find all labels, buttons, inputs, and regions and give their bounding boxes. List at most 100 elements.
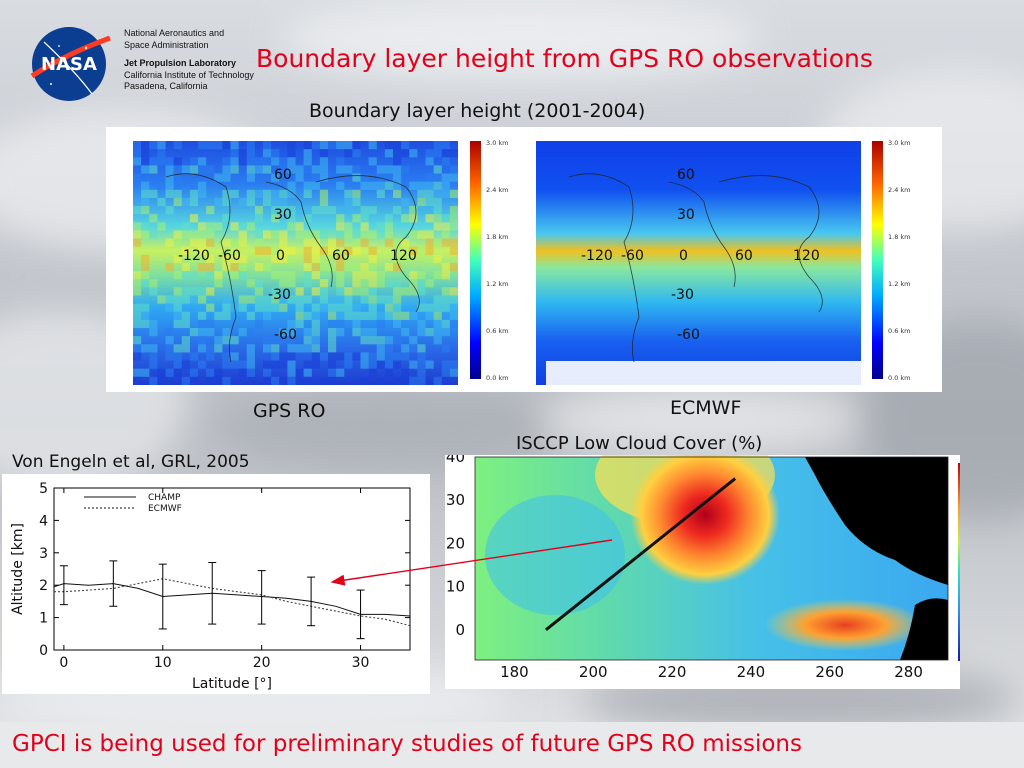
map-pixel [425,303,434,312]
map-pixel [149,287,158,296]
map-pixel [352,173,361,182]
legend-label: CHAMP [148,493,181,503]
map-pixel [360,336,369,345]
map-pixel [189,271,199,280]
map-pixel [311,206,320,215]
map-pixel [360,238,369,247]
map-pixel [149,214,158,223]
map-pixel [319,165,329,174]
map-pixel [401,165,410,174]
map-lat-label: 60 [677,167,695,183]
map-pixel [149,360,158,369]
map-pixel [141,197,150,207]
map-pixel [311,327,320,337]
footer-text: GPCI is being used for preliminary studi… [12,731,802,757]
map-pixel [376,311,385,320]
map-pixel [441,238,450,247]
map-pixel [287,327,296,337]
map-pixel [449,368,459,377]
map-pixel [401,327,410,337]
map-pixel [360,222,369,231]
map-pixel [368,336,377,345]
coastlines [165,173,823,363]
map-pixel [133,311,142,320]
map-pixel [279,360,288,369]
map-pixel [206,368,215,377]
map-pixel [328,295,337,304]
map-pixel [238,360,247,369]
map-pixel [133,206,142,215]
map-pixel [328,376,337,385]
map-pixel [189,214,199,223]
map-pixel [393,319,402,329]
map-pixel [368,271,377,280]
map-pixel [230,189,239,198]
map-pixel [303,149,312,158]
map-pixel [295,287,304,296]
map-pixel [401,214,410,223]
map-pixel [344,360,353,369]
y-tick-label: 3 [39,546,48,562]
map-pixel [173,181,182,190]
map-pixel [336,165,345,174]
map-pixel [417,376,426,385]
x-axis-label: Latitude [°] [192,676,272,692]
map-pixel [328,336,337,345]
map-pixel [238,222,247,231]
map-pixel [303,344,312,353]
map-lon-label: 60 [332,248,350,264]
map-pixel [189,368,199,377]
map-pixel [303,189,312,198]
map-pixel [222,246,231,255]
map-pixel [368,352,377,361]
colorbar-tick-label: 1.8 km [486,233,509,241]
map-pixel [393,352,402,361]
map-pixel [303,181,312,190]
map-pixel [384,230,394,239]
map-pixel [173,368,182,377]
map-pixel [238,368,247,377]
map-pixel [409,311,418,320]
map-pixel [287,246,296,255]
map-pixel [141,311,150,320]
map-pixel [409,206,418,215]
map-pixel [189,157,199,166]
map-pixel [417,287,426,296]
map-pixel [393,173,402,182]
map-pixel [173,352,182,361]
map-pixel [368,368,377,377]
map-pixel [206,206,215,215]
map-pixel [319,189,329,198]
map-pixel [449,206,459,215]
map-pixel [417,319,426,329]
map-pixel [173,287,182,296]
map-pixel [319,173,329,182]
map-pixel [157,181,166,190]
map-pixel [246,368,255,377]
annotation-arrow [330,539,613,586]
colorbar-tick-label: 0.6 km [888,327,911,335]
org-block: National Aeronautics and Space Administr… [124,28,254,93]
map-pixel [319,157,329,166]
map-pixel [352,197,361,207]
map-pixel [165,189,174,198]
map-pixel [254,206,264,215]
map-pixel [271,246,280,255]
map-pixel [279,327,288,337]
map-pixel [409,246,418,255]
map-pixel [279,246,288,255]
map-pixel [311,352,320,361]
map-pixel [214,336,223,345]
land-mass-north [805,457,948,585]
map-pixel [287,206,296,215]
map-pixel [230,360,239,369]
map-pixel [311,319,320,329]
map-pixel [230,222,239,231]
map-pixel [157,222,166,231]
y-tick-label: 4 [39,513,48,529]
map-pixel [319,303,329,312]
map-pixel [279,295,288,304]
map-pixel [441,149,450,158]
map-pixel [198,157,207,166]
map-pixel [401,149,410,158]
